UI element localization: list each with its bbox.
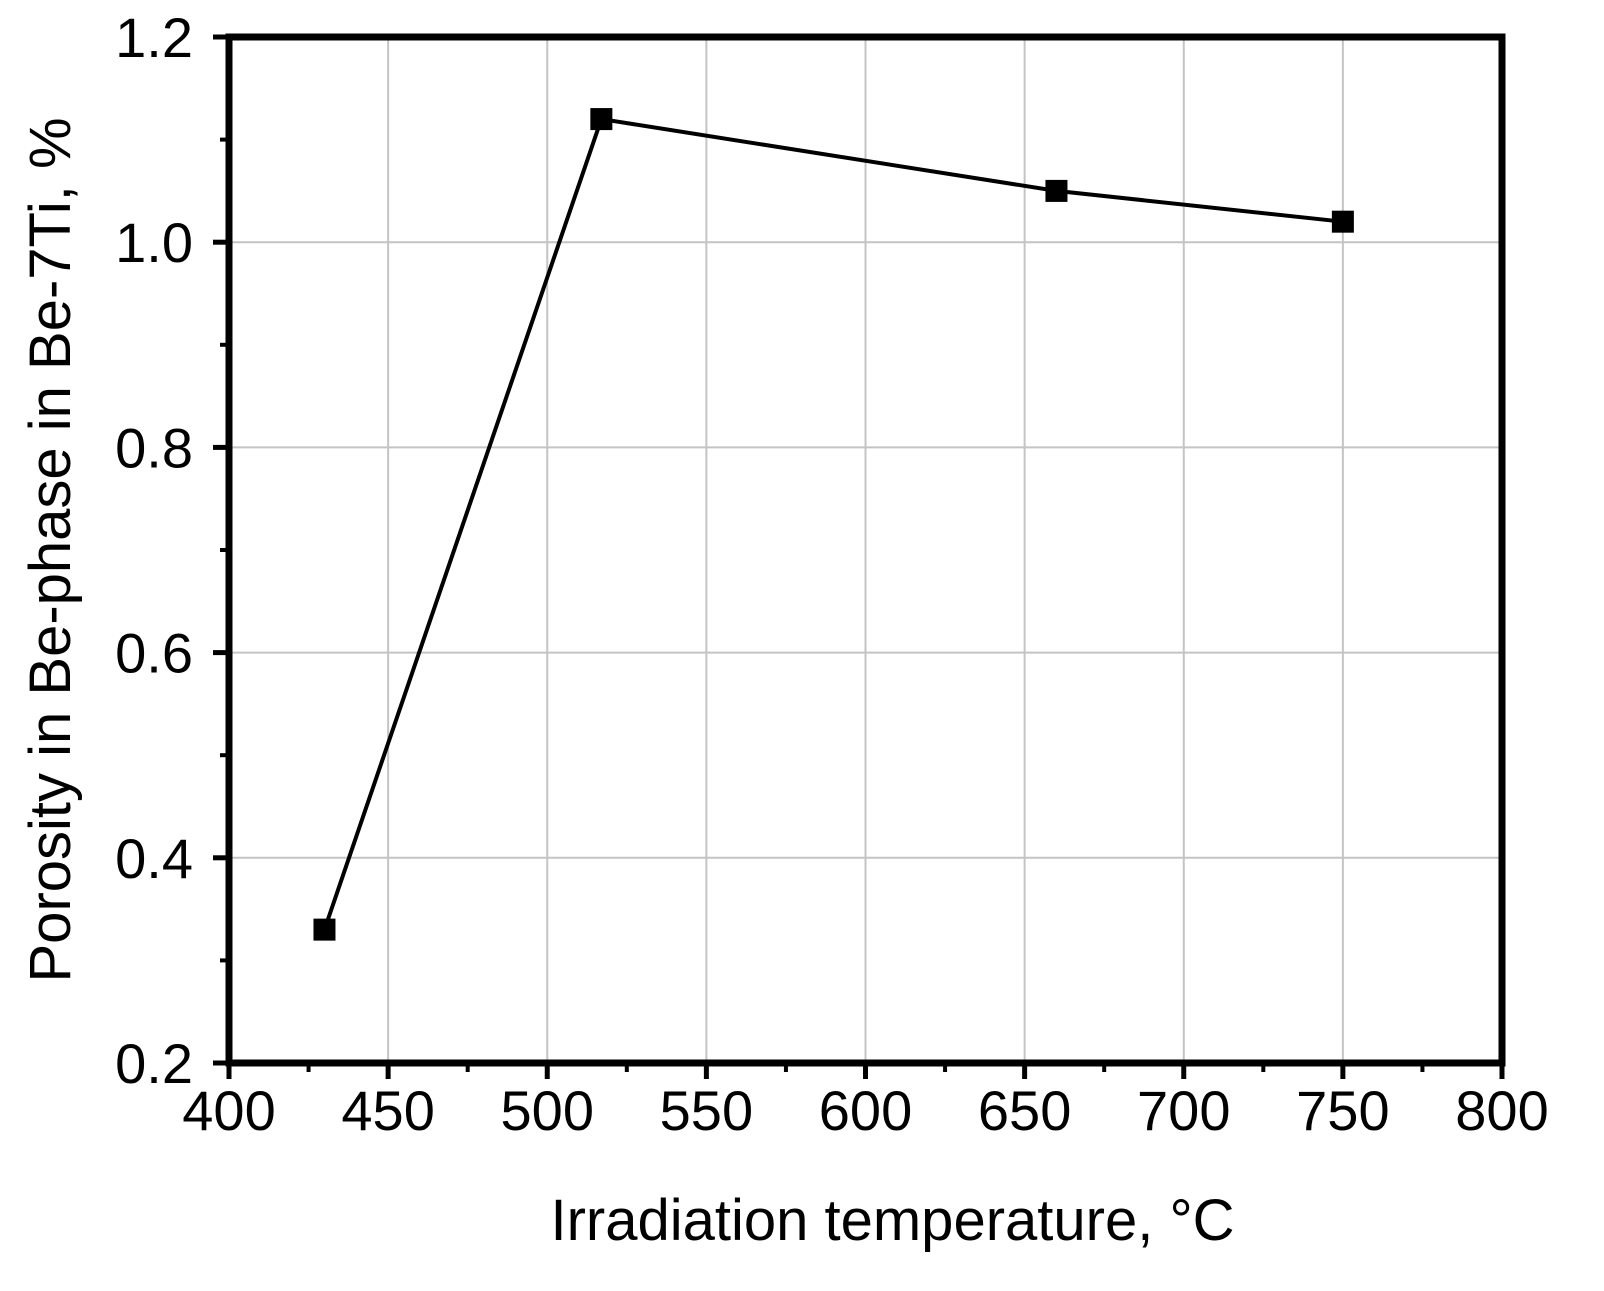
x-tick-label: 800	[1455, 1079, 1548, 1142]
data-point-marker	[313, 918, 336, 941]
data-series	[313, 108, 1354, 941]
x-tick-label: 650	[978, 1079, 1071, 1142]
series-line	[322, 116, 1344, 931]
y-tick-label: 1.2	[115, 6, 193, 69]
x-tick-label: 500	[501, 1079, 594, 1142]
data-point-marker	[1331, 210, 1354, 233]
x-tick-label: 400	[182, 1079, 275, 1142]
x-tick-label: 550	[660, 1079, 753, 1142]
y-tick-label: 0.8	[115, 416, 193, 479]
grid	[228, 36, 1503, 1064]
x-axis-title: Irradiation temperature, °C	[550, 1188, 1234, 1253]
y-tick-label: 0.2	[115, 1032, 193, 1095]
y-axis-title: Porosity in Be-phase in Be-7Ti, %	[18, 117, 83, 982]
x-tick-label: 750	[1296, 1079, 1389, 1142]
plot-frame	[225, 33, 1506, 1067]
data-point-marker	[1045, 179, 1068, 202]
x-tick-label: 700	[1137, 1079, 1230, 1142]
x-tick-label: 450	[341, 1079, 434, 1142]
x-tick-label: 600	[819, 1079, 912, 1142]
axis-ticks	[213, 34, 1505, 1079]
tick-labels: 400 450 500 550 600 650 700 750 800 0.2 0.4 0.6 0.8 1…	[115, 6, 1549, 1142]
y-tick-label: 0.4	[115, 827, 193, 890]
y-tick-label: 1.0	[115, 211, 193, 274]
y-tick-label: 0.6	[115, 622, 193, 685]
data-point-marker	[590, 108, 613, 131]
